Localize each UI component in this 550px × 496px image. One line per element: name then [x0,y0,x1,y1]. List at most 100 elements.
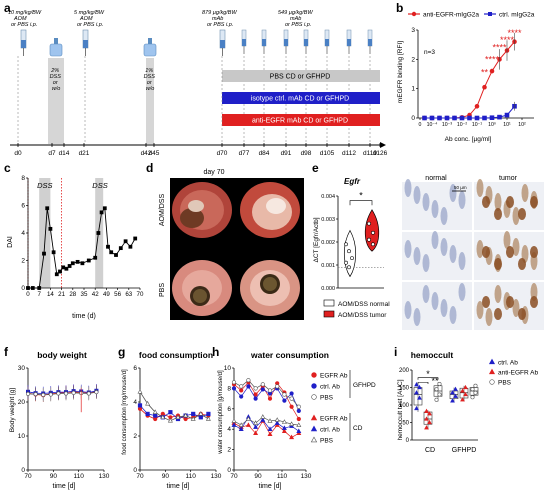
syringe-fill [304,39,308,46]
crypt [404,240,412,258]
tick-label: 0 [133,467,137,474]
treatment-bar [222,114,380,126]
panel-letter-f: f [4,345,9,359]
tick-label: 8 [227,385,231,392]
legend-label: EGFR Ab [320,373,348,380]
crypt [494,285,502,303]
data-point [253,396,258,401]
data-point [282,392,287,397]
data-point [482,115,487,121]
data-point [488,358,496,365]
egfr-stain [506,246,514,258]
data-point [444,115,450,121]
data-point [118,246,123,251]
panel-e: e Egfr ΔCT [Egfr/Actb] 0.0000.0010.0020.… [312,161,544,330]
dss-period-2 [146,58,154,144]
histo-header-tumor: tumor [499,175,518,182]
tick-label: 50 [402,421,409,427]
data-point [167,417,173,423]
histology-image [474,179,544,230]
data-point [267,418,273,423]
y-axis-label: DAI [7,236,14,248]
legend-normal: AOM/DSS normal [323,299,390,308]
annotation-mab-1: 879 µg/kg/BW mAb or PBS i.p. [202,10,238,28]
crypt [458,252,466,270]
scale-bar-label: 50 µm [454,185,467,190]
data-point [245,416,251,421]
legend-label: ctrl. mIgG2a [499,12,535,19]
syringe-fill [368,39,372,46]
tick-label: 100 [399,403,410,409]
crypt [476,301,484,319]
tick-label: 0 [26,291,30,298]
data-point [463,384,468,390]
data-point [275,384,280,389]
data-point [310,436,318,443]
tick-label: 130 [301,473,312,480]
histology-image [402,179,472,230]
dss-label-2: 1% DSS or w/o [144,68,157,92]
egfr-stain [530,246,538,258]
data-point [311,394,317,400]
tick-label: 56 [114,291,121,298]
data-point [434,397,439,402]
legend-label: anti-EGFR Ab [498,370,538,377]
legend-label: ctrl. Ab [498,360,518,367]
legend-ctrl: ctrl. mIgG2a [484,12,535,19]
histology-grid [402,179,544,330]
data-point [437,392,442,397]
data-point [25,391,30,396]
crypt [422,285,430,303]
panel-d: d day 70 AOM/DSS PBS [146,161,304,320]
series-line [233,416,299,426]
data-point [422,115,427,121]
data-point [75,259,80,264]
endoscopy-image [240,182,300,238]
data-point [463,391,468,397]
data-point [474,103,480,109]
water-consumption-plot: 0 2 4 6 8 10 70 90 110 130 [224,365,312,480]
histology-image [402,282,472,330]
egfr-stain [530,196,538,208]
crypt [440,238,448,256]
crypt [521,184,529,202]
syringe-icon [303,29,309,54]
data-point [67,264,72,268]
day-label: d126 [373,150,388,157]
panel-h: h water consumption water consumption [g… [212,345,376,490]
x-axis-label: time (d) [72,313,96,320]
tick-label: 35 [81,291,88,298]
day-label: d42 [141,150,152,157]
significance-marker: **** [492,43,507,53]
significance-marker: * [359,190,363,200]
legend-label: ctrl. Ab [320,427,340,434]
data-point [267,388,273,393]
day-label: d0 [14,150,22,157]
tick-label: 0.004 [321,194,335,200]
data-point [367,237,371,242]
tick-label: 10⁻² [457,122,468,128]
day-label: d7 [48,150,56,157]
data-point [26,286,30,290]
day-label: d112 [342,150,356,157]
data-point [205,416,211,421]
dss-period-1 [48,58,64,144]
data-point [453,386,458,391]
data-point [33,392,38,397]
significance-bracket [417,381,429,384]
data-point [175,414,181,420]
endoscopy-image [240,260,300,316]
data-point [289,434,295,440]
data-point [473,390,478,395]
chart-title: water consumption [250,350,329,360]
data-point [267,396,273,401]
gene-label: Egfr [344,177,361,186]
egfr-stain [494,208,502,220]
legend-group-label: GFHPD [353,382,376,389]
series-line [424,41,515,119]
panel-letter-d: d [146,161,153,175]
treatment-bar-label: anti-EGFR mAb CD or GFHPD [252,118,348,125]
data-point [473,383,478,388]
